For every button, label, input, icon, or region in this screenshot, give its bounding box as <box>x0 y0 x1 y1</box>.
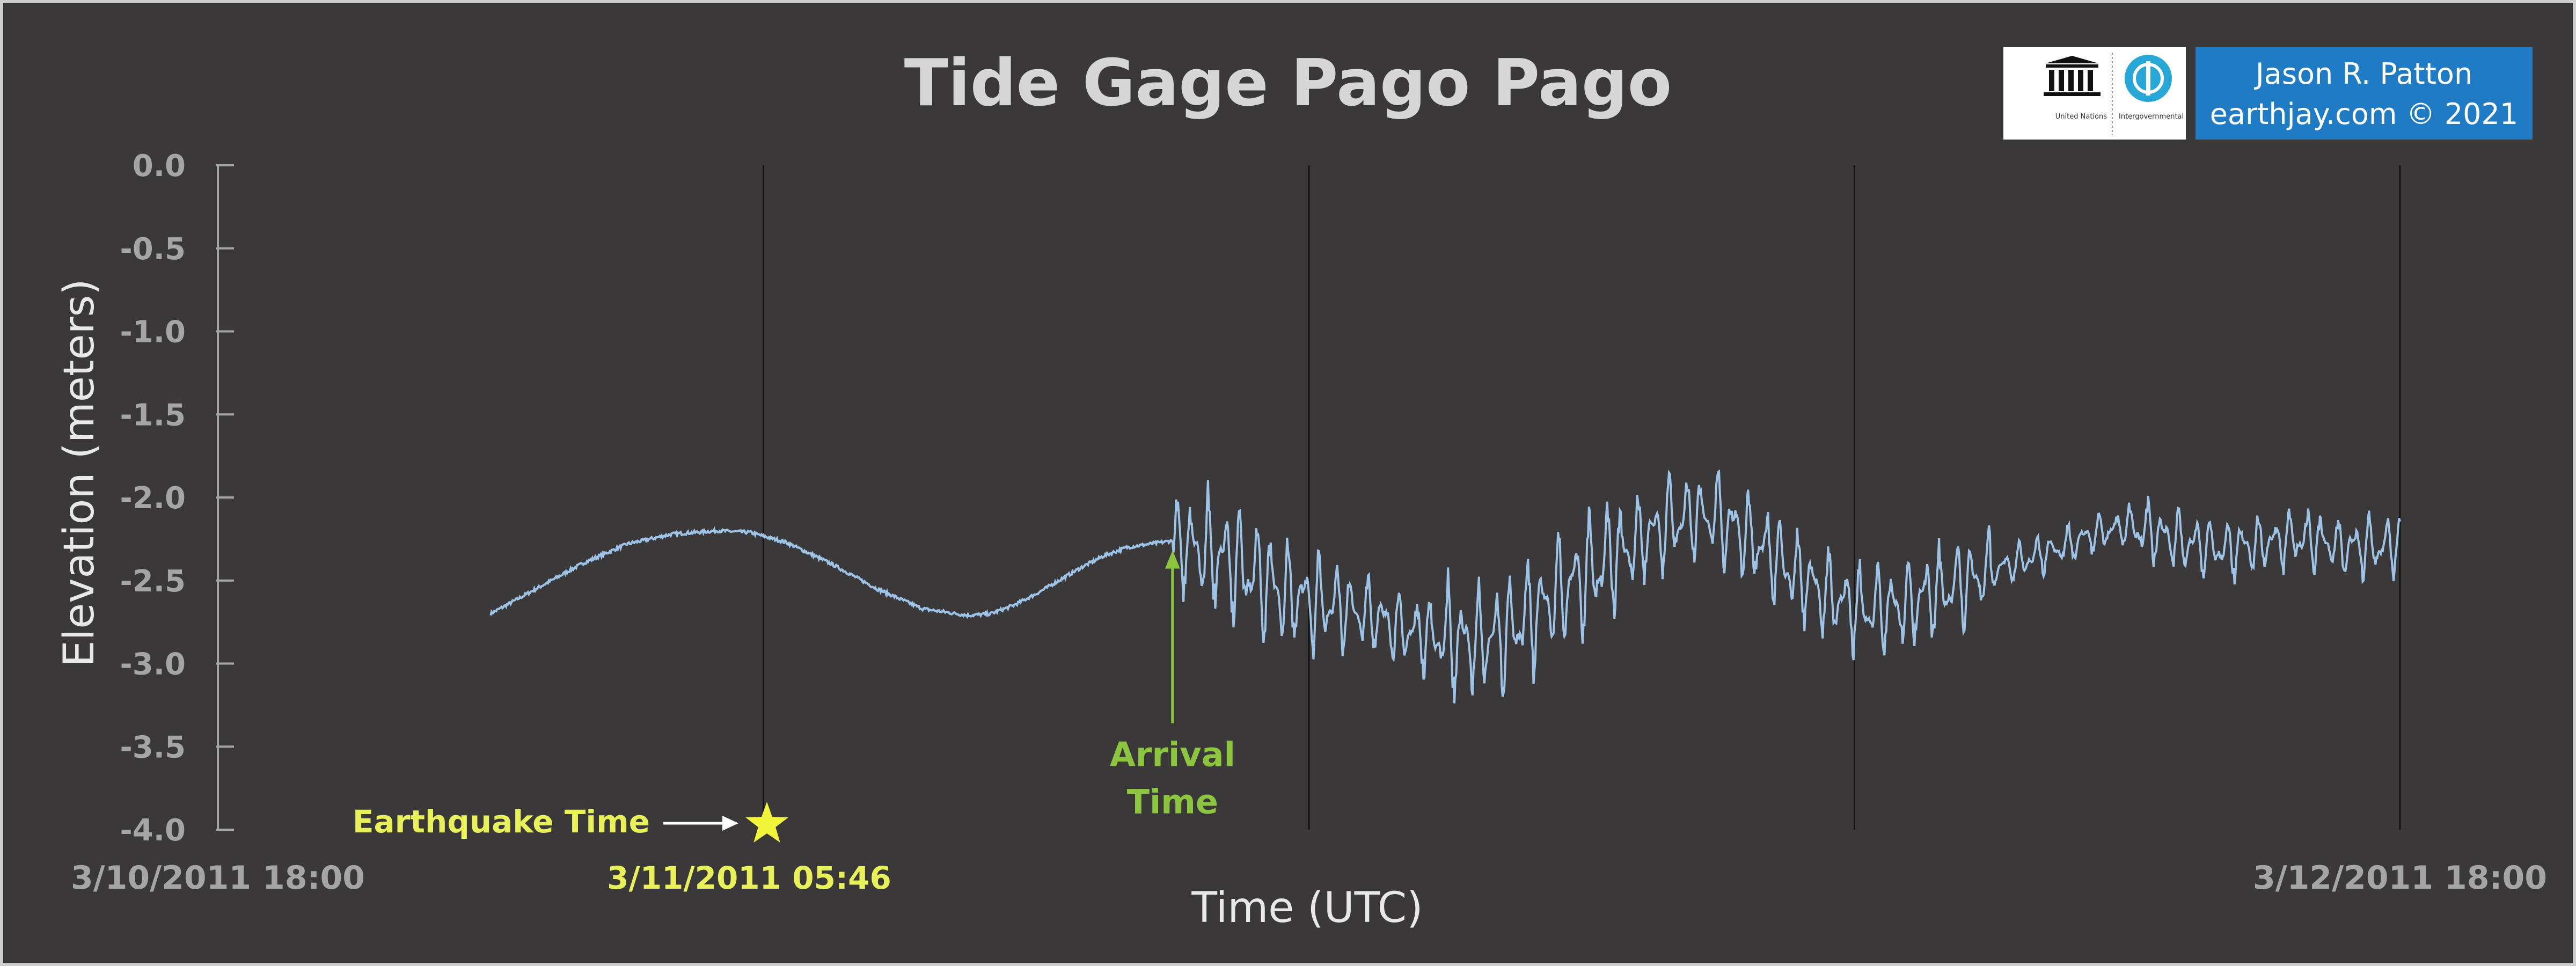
y-tick-label: -4.0 <box>120 813 186 848</box>
x-tick-label-end: 3/12/2011 18:00 <box>2253 859 2547 897</box>
y-tick-label: 0.0 <box>133 149 186 184</box>
y-axis-label: Elevation (meters) <box>55 279 104 667</box>
x-axis-label: Time (UTC) <box>1191 884 1423 932</box>
credit-box: Jason R. Patton earthjay.com © 2021 <box>2196 47 2533 140</box>
ioc-emblem-icon <box>2125 55 2172 102</box>
y-tick-label: -1.0 <box>120 315 186 350</box>
y-tick-labels: 0.0 -0.5 -1.0 -1.5 -2.0 -2.5 -3.0 -3.5 -4.0 <box>120 149 234 848</box>
arrival-label-line2: Time <box>1127 782 1218 821</box>
credit-line1: Jason R. Patton <box>2254 57 2472 91</box>
credit-line2: earthjay.com © 2021 <box>2210 97 2519 131</box>
tide-gage-series-line <box>489 469 2401 704</box>
unesco-temple-icon <box>2044 56 2101 96</box>
unesco-text: United Nations <box>2055 113 2107 121</box>
unesco-ioc-logo: United Nations Intergovernmental <box>2003 47 2186 140</box>
arrival-arrowhead <box>1165 550 1180 569</box>
y-tick-label: -2.5 <box>120 564 186 599</box>
chart-svg: Tide Gage Pago Pago 0.0 -0.5 -1.0 -1.5 -2.0 -… <box>55 46 2547 932</box>
chart-title: Tide Gage Pago Pago <box>904 46 1672 121</box>
earthquake-time: 3/11/2011 05:46 <box>607 860 891 896</box>
earthquake-star-icon <box>745 802 788 843</box>
y-tick-label: -2.0 <box>120 481 186 516</box>
y-tick-label: -1.5 <box>120 398 186 433</box>
y-tick-label: -3.5 <box>120 730 186 765</box>
y-tick-label: -0.5 <box>120 232 186 267</box>
earthquake-label: Earthquake Time <box>353 803 650 840</box>
y-tick-label: -3.0 <box>120 647 186 682</box>
arrival-label-line1: Arrival <box>1110 735 1235 774</box>
x-tick-label-start: 3/10/2011 18:00 <box>71 859 365 897</box>
grid-lines <box>763 165 2401 830</box>
ioc-text: Intergovernmental <box>2119 113 2184 121</box>
earthquake-arrowhead <box>722 816 738 831</box>
